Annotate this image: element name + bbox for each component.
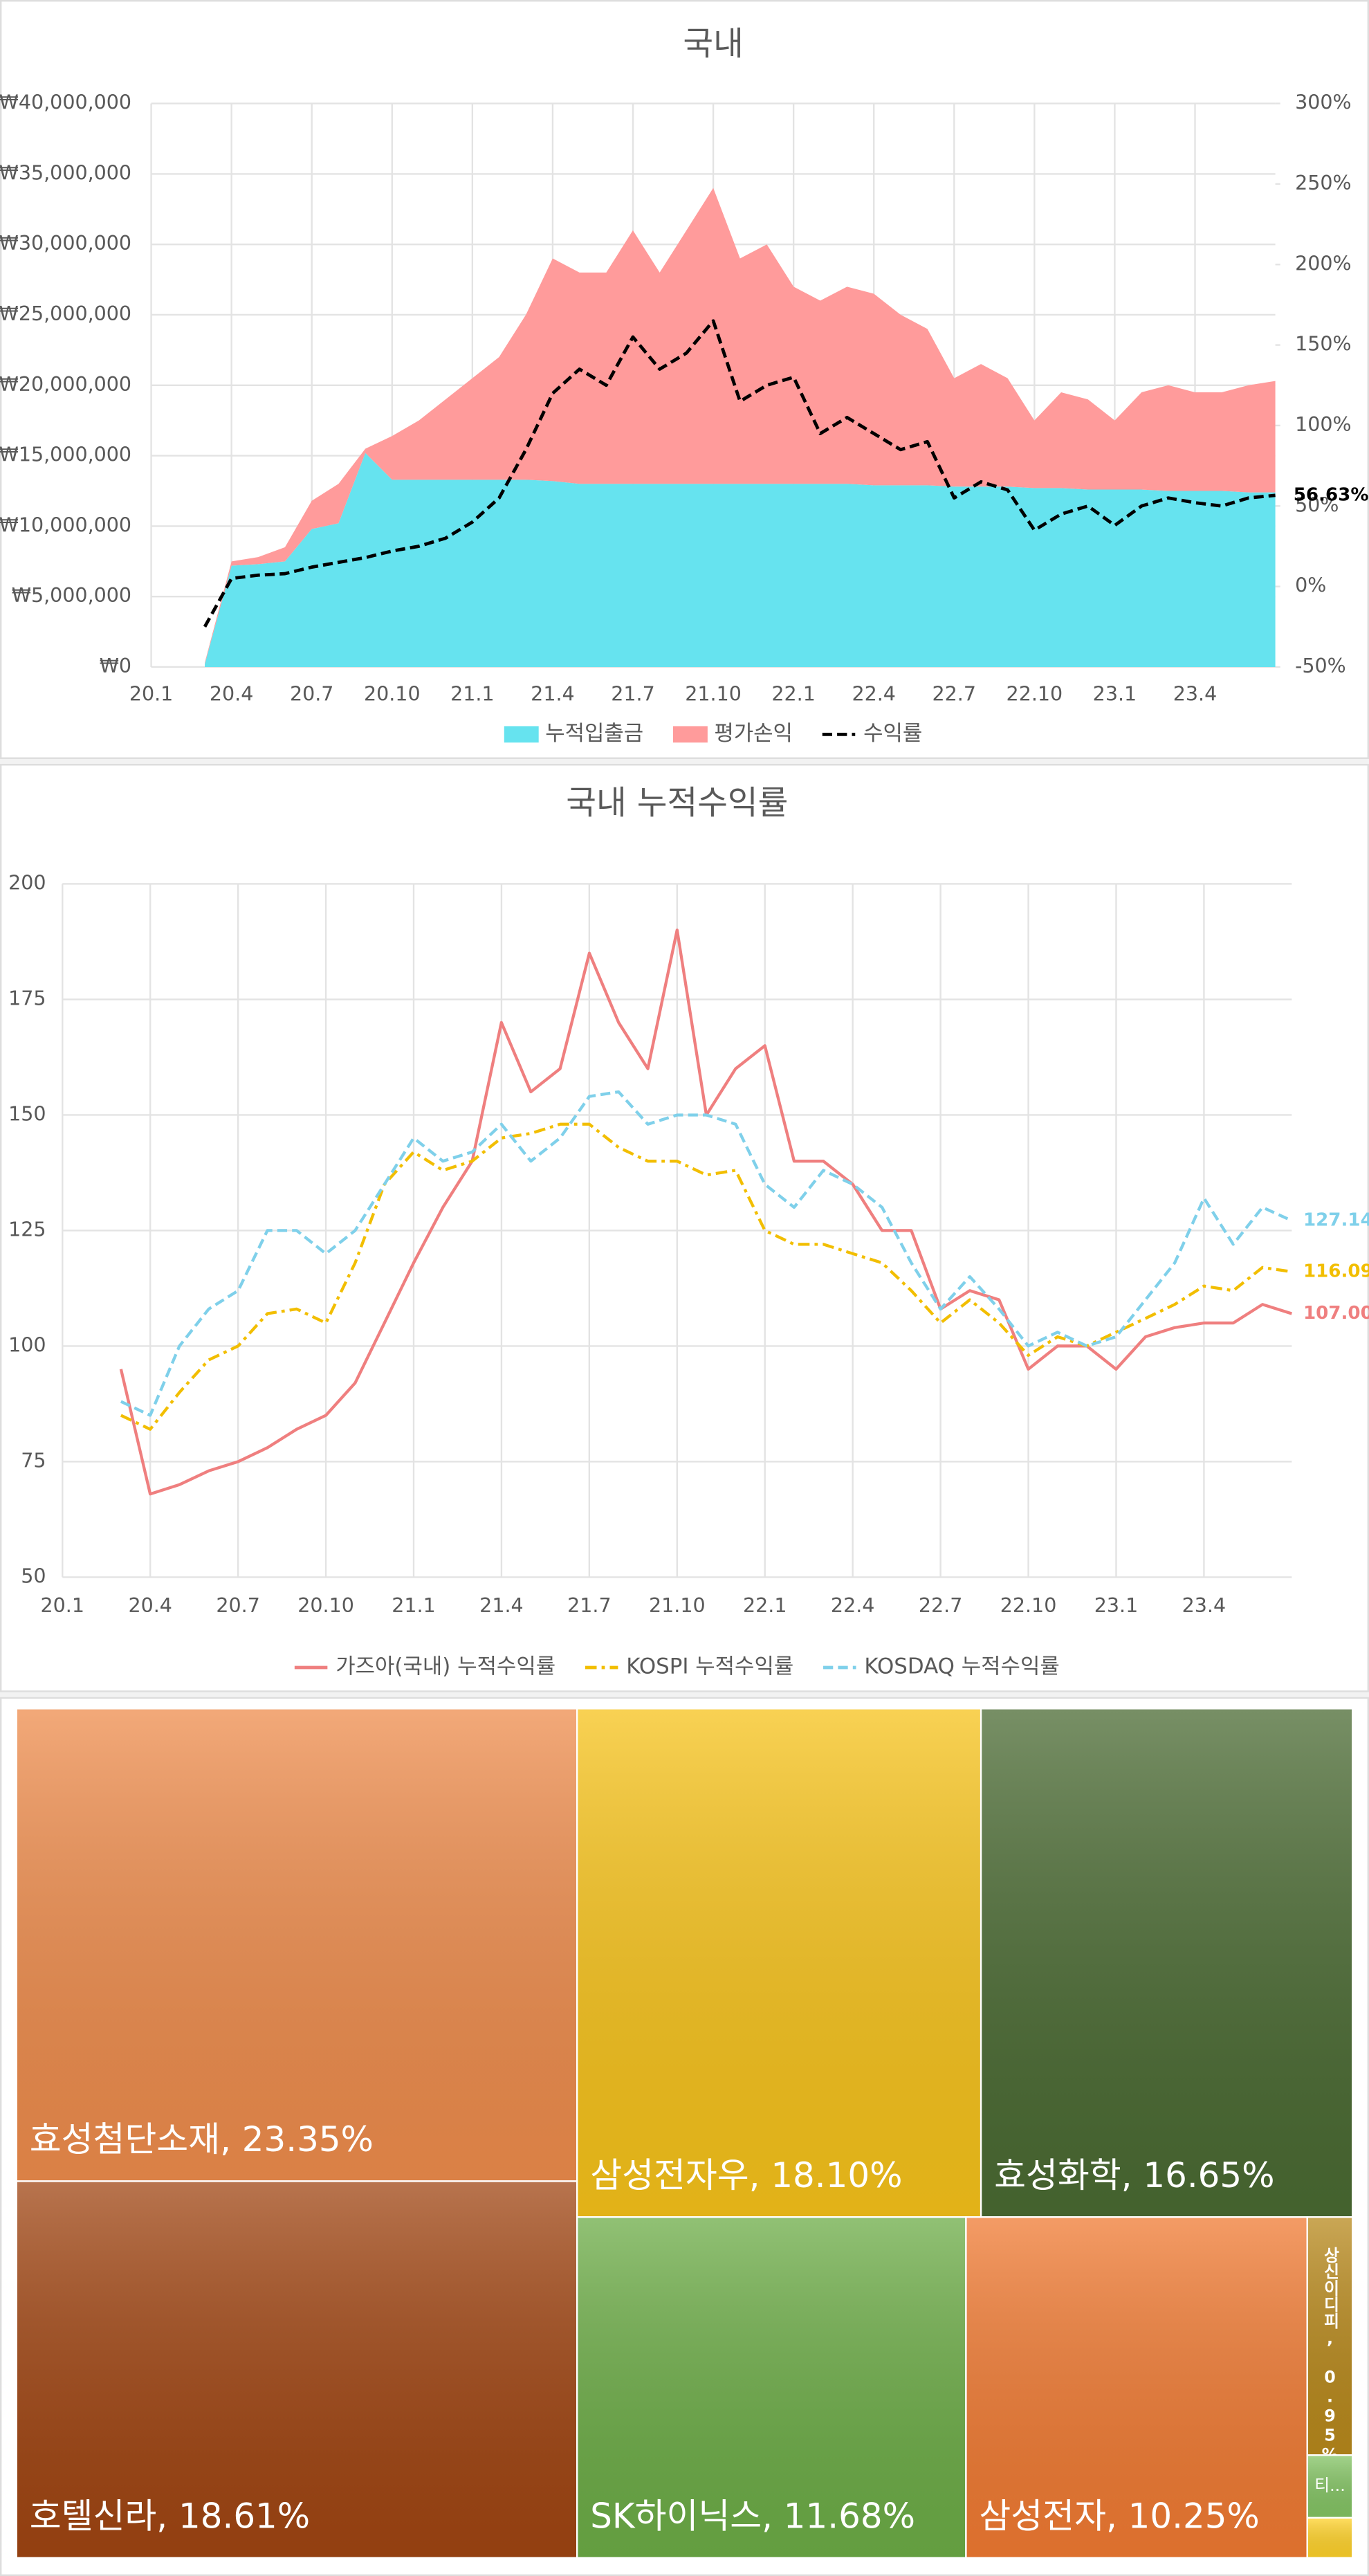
x-tick-label: 23.1 [1093, 682, 1137, 705]
y-tick-label: 125 [8, 1218, 46, 1241]
panel [0, 764, 1369, 1692]
x-tick-label: 23.1 [1094, 1594, 1138, 1617]
y2-tick-label: 250% [1295, 172, 1352, 194]
x-tick-label: 22.7 [919, 1594, 962, 1617]
y-tick-label: ₩0 [100, 655, 131, 677]
y2-tick-label: 200% [1295, 252, 1352, 275]
area [205, 453, 1276, 667]
cell-label: 호텔신라, 18.61% [30, 2496, 310, 2536]
x-tick-label: 20.1 [129, 682, 173, 705]
x-tick-label: 23.4 [1182, 1594, 1226, 1617]
legend-label: KOSPI 누적수익률 [626, 1654, 793, 1679]
y-tick-label: 75 [21, 1449, 46, 1472]
x-tick-label: 22.10 [1000, 1594, 1057, 1617]
cell-shade [982, 1709, 1352, 2217]
cell-shade [17, 2182, 577, 2557]
y-tick-label: 200 [8, 871, 46, 894]
legend-label: 누적입출금 [545, 721, 643, 746]
cell-label: 티... [1314, 2476, 1345, 2495]
y-tick-label: 175 [8, 987, 46, 1010]
x-tick-label: 22.1 [771, 682, 815, 705]
x-tick-label: 20.10 [364, 682, 421, 705]
y-tick-label: ₩10,000,000 [0, 513, 131, 536]
y2-tick-label: 50% [1295, 493, 1339, 516]
x-tick-label: 20.7 [290, 682, 333, 705]
chart-title: 국내 누적수익률 [566, 784, 788, 822]
x-tick-label: 20.7 [216, 1594, 259, 1617]
cell-label: 효성화학, 16.65% [994, 2155, 1274, 2195]
cell-label: 삼성전자, 10.25% [979, 2496, 1259, 2536]
y-tick-label: ₩15,000,000 [0, 444, 131, 466]
area [205, 188, 1276, 664]
x-tick-label: 23.4 [1173, 682, 1217, 705]
legend: 누적입출금 평가손익 수익률 [504, 721, 922, 746]
cell-label: 상신이디피, 0.95% [1321, 2247, 1340, 2465]
cell-shade [1307, 2519, 1352, 2557]
x-tick-label: 22.1 [743, 1594, 787, 1617]
x-tick-label: 22.4 [831, 1594, 874, 1617]
y-tick-label: ₩35,000,000 [0, 161, 131, 184]
x-tick-label: 21.1 [450, 682, 494, 705]
cell-shade [578, 2218, 966, 2557]
cell-label: 효성첨단소재, 23.35% [30, 2119, 374, 2159]
legend-label: 수익률 [863, 721, 922, 746]
legend-label: 가즈아(국내) 누적수익률 [336, 1654, 555, 1679]
x-tick-label: 20.10 [297, 1594, 354, 1617]
cell-shade [1307, 2218, 1352, 2455]
x-tick-label: 21.4 [479, 1594, 523, 1617]
line [203, 319, 1276, 628]
cell-label: SK하이닉스, 11.68% [590, 2496, 915, 2536]
y-tick-label: ₩5,000,000 [12, 584, 131, 607]
y2-tick-label: 0% [1295, 574, 1326, 597]
end-label: 116.09 [1303, 1261, 1369, 1281]
x-tick-label: 21.1 [392, 1594, 435, 1617]
end-label: 107.00 [1303, 1303, 1369, 1324]
y-tick-label: ₩40,000,000 [0, 91, 131, 114]
y-tick-label: 150 [8, 1102, 46, 1125]
x-tick-label: 20.4 [128, 1594, 172, 1617]
x-tick-label: 21.4 [531, 682, 574, 705]
y-tick-label: ₩20,000,000 [0, 373, 131, 396]
y-tick-label: ₩30,000,000 [0, 232, 131, 255]
x-tick-label: 21.10 [685, 682, 742, 705]
x-tick-label: 21.10 [649, 1594, 706, 1617]
y2-tick-label: 100% [1295, 413, 1352, 436]
y2-tick-label: 300% [1295, 91, 1352, 114]
x-tick-label: 21.7 [567, 1594, 611, 1617]
legend: 가즈아(국내) 누적수익률 KOSPI 누적수익률 KOSDAQ 누적수익률 [294, 1654, 1060, 1679]
y2-tick-label: -50% [1295, 655, 1346, 677]
cell-shade [578, 1709, 980, 2217]
line [120, 1122, 1292, 1431]
x-tick-label: 22.10 [1007, 682, 1063, 705]
end-label: 127.14 [1303, 1210, 1369, 1231]
x-tick-label: 20.1 [41, 1594, 84, 1617]
legend-label: KOSDAQ 누적수익률 [864, 1654, 1059, 1679]
y-tick-label: 50 [21, 1564, 46, 1587]
cell-shade [1307, 2456, 1352, 2517]
x-tick-label: 20.4 [210, 682, 253, 705]
cell-shade [966, 2218, 1307, 2557]
legend-label: 평가손익 [714, 721, 793, 746]
line [120, 1090, 1293, 1417]
y2-tick-label: 150% [1295, 333, 1352, 356]
x-tick-label: 22.4 [852, 682, 895, 705]
y-tick-label: ₩25,000,000 [0, 302, 131, 325]
chart-title: 국내 [683, 25, 743, 63]
legend-swatch [672, 726, 708, 743]
x-tick-label: 22.7 [932, 682, 976, 705]
cell-shade [17, 1709, 577, 2181]
legend-swatch [504, 726, 539, 743]
y-tick-label: 100 [8, 1333, 46, 1356]
end-label: 56.63% [1294, 484, 1369, 505]
x-tick-label: 21.7 [611, 682, 654, 705]
cell-label: 삼성전자우, 18.10% [590, 2155, 902, 2195]
